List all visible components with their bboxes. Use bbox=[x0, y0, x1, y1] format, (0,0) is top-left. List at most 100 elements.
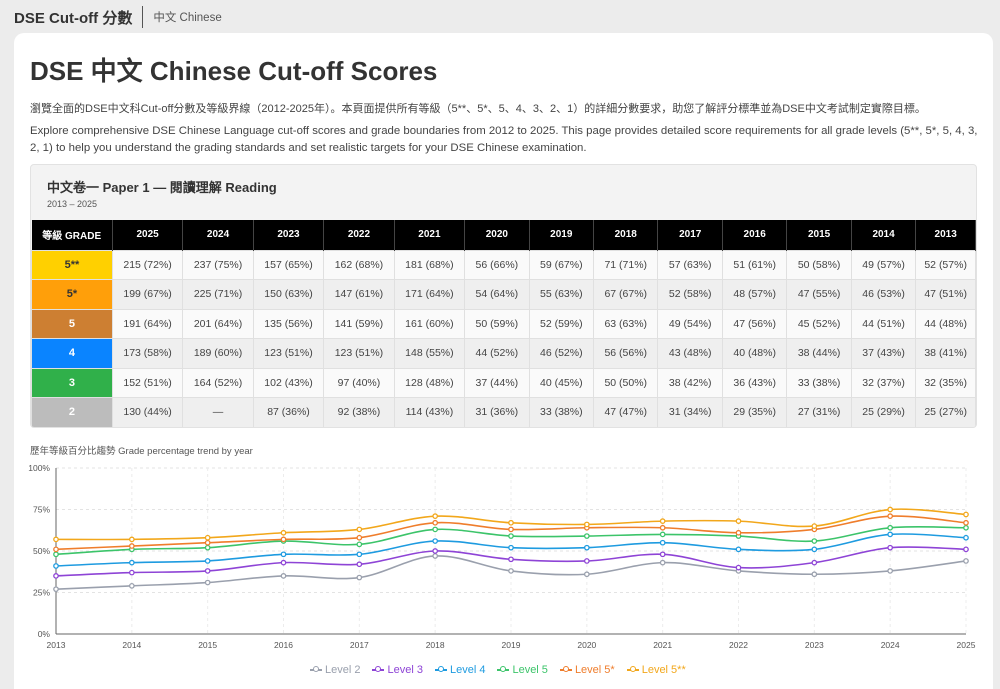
table-row: 5** 215 (72%) 237 (75%) 157 (65%) 162 (68%) 1… bbox=[31, 249, 976, 280]
score-cell: 47 (55%) bbox=[786, 279, 852, 310]
data-point-level-5star bbox=[356, 534, 363, 541]
data-point-level-3 bbox=[583, 558, 590, 564]
intro-chinese: 瀏覽全面的DSE中文科Cut-off分數及等級界線（2012-2025年）。本頁… bbox=[30, 103, 926, 115]
legend-line-icon bbox=[310, 666, 322, 672]
score-cell: 40 (45%) bbox=[528, 367, 595, 398]
data-point-level-5star bbox=[735, 529, 742, 536]
main-card: DSE 中文 Chinese Cut-off Scores 瀏覽全面的DSE中文… bbox=[14, 33, 993, 689]
score-cell: 147 (61%) bbox=[323, 279, 395, 310]
table-row: 5 191 (64%) 201 (64%) 135 (56%) 141 (59%) 161… bbox=[31, 308, 976, 339]
year-column-header: 2016 bbox=[722, 220, 788, 250]
year-column-header: 2017 bbox=[657, 220, 723, 250]
table-row: 5* 199 (67%) 225 (71%) 150 (63%) 147 (61%) 17… bbox=[31, 279, 976, 310]
legend-label: Level 4 bbox=[449, 664, 486, 676]
grade-label: 5* bbox=[31, 279, 113, 310]
score-cell: 189 (60%) bbox=[182, 338, 254, 369]
score-cell: 67 (67%) bbox=[593, 279, 659, 310]
score-cell: 152 (51%) bbox=[111, 367, 184, 398]
data-point-level-5star bbox=[659, 524, 666, 531]
score-cell: 135 (56%) bbox=[252, 308, 325, 339]
legend-line-icon bbox=[372, 666, 385, 672]
data-point-level-5starstar bbox=[432, 513, 439, 519]
score-cell: 32 (37%) bbox=[850, 367, 917, 398]
score-cell: 191 (64%) bbox=[111, 308, 184, 339]
legend-item[interactable]: Level 5** bbox=[626, 664, 686, 676]
data-point-level-4 bbox=[53, 563, 59, 569]
data-point-level-2 bbox=[204, 579, 211, 586]
paper-table-panel: 中文卷一 Paper 1 — 閱讀理解 Reading 2013 – 2025 … bbox=[30, 164, 977, 428]
data-point-level-2 bbox=[356, 574, 363, 581]
data-point-level-4 bbox=[280, 551, 287, 558]
table-header-row: 等級 GRADE 2025 2024 2023 2022 2021 2020 2019 2018… bbox=[31, 220, 976, 250]
legend-label: Level 2 bbox=[325, 664, 361, 676]
legend-item[interactable]: Level 3 bbox=[372, 664, 423, 676]
score-cell: 38 (41%) bbox=[915, 338, 976, 369]
data-point-level-5star bbox=[204, 539, 211, 546]
score-cell: — bbox=[182, 397, 254, 427]
score-cell: 44 (51%) bbox=[850, 308, 917, 339]
score-cell: 102 (43%) bbox=[252, 367, 325, 398]
data-point-level-5 bbox=[432, 526, 439, 533]
data-point-level-4 bbox=[204, 558, 211, 564]
y-tick-label: 25% bbox=[33, 588, 50, 598]
data-point-level-5starstar bbox=[583, 521, 590, 528]
score-cell: 49 (54%) bbox=[657, 308, 723, 339]
score-cell: 46 (53%) bbox=[850, 279, 917, 310]
cutoff-table: 等級 GRADE 2025 2024 2023 2022 2021 2020 2019 2018… bbox=[31, 220, 976, 427]
score-cell: 173 (58%) bbox=[111, 338, 184, 369]
score-cell: 52 (59%) bbox=[528, 308, 595, 339]
score-cell: 237 (75%) bbox=[182, 249, 254, 280]
x-tick-label: 2020 bbox=[577, 640, 596, 650]
legend-item[interactable]: Level 2 bbox=[310, 664, 360, 676]
data-point-level-2 bbox=[659, 559, 666, 566]
score-cell: 27 (31%) bbox=[786, 397, 852, 427]
score-cell: 150 (63%) bbox=[252, 279, 325, 310]
legend-item[interactable]: Level 5* bbox=[559, 664, 615, 676]
year-column-header: 2014 bbox=[851, 220, 917, 250]
data-point-level-5star bbox=[508, 526, 514, 533]
score-cell: 51 (61%) bbox=[721, 249, 788, 280]
data-point-level-5starstar bbox=[356, 526, 363, 533]
data-point-level-2 bbox=[280, 573, 287, 579]
data-point-level-2 bbox=[583, 571, 590, 578]
x-tick-label: 2023 bbox=[805, 640, 824, 650]
score-cell: 32 (35%) bbox=[915, 367, 976, 398]
nav-subject-link[interactable]: 中文 Chinese bbox=[153, 12, 222, 24]
y-tick-label: 75% bbox=[33, 505, 50, 515]
x-tick-label: 2019 bbox=[502, 640, 521, 650]
score-cell: 130 (44%) bbox=[111, 397, 184, 427]
score-cell: 38 (44%) bbox=[786, 338, 852, 369]
year-column-header: 2013 bbox=[915, 220, 976, 250]
data-point-level-5 bbox=[508, 533, 514, 539]
data-point-level-5 bbox=[583, 533, 590, 539]
y-tick-label: 50% bbox=[33, 546, 50, 556]
data-point-level-4 bbox=[963, 534, 969, 541]
site-brand[interactable]: DSE Cut-off 分數 bbox=[14, 9, 133, 27]
data-point-level-3 bbox=[735, 564, 742, 571]
data-point-level-5starstar bbox=[811, 523, 818, 529]
x-tick-label: 2013 bbox=[47, 640, 66, 650]
data-point-level-5star bbox=[963, 519, 969, 526]
year-column-header: 2022 bbox=[323, 220, 395, 250]
score-cell: 162 (68%) bbox=[323, 249, 395, 280]
x-tick-label: 2021 bbox=[653, 640, 672, 650]
legend-item[interactable]: Level 4 bbox=[434, 664, 486, 676]
grade-column-header: 等級 GRADE bbox=[31, 220, 113, 250]
data-point-level-3 bbox=[356, 561, 363, 568]
grade-label: 5** bbox=[31, 249, 113, 280]
score-cell: 171 (64%) bbox=[393, 279, 466, 310]
x-tick-label: 2024 bbox=[881, 640, 900, 650]
score-cell: 50 (58%) bbox=[786, 249, 852, 280]
year-column-header: 2021 bbox=[394, 220, 466, 250]
data-point-level-4 bbox=[735, 546, 742, 553]
data-point-level-3 bbox=[508, 556, 514, 563]
score-cell: 43 (48%) bbox=[657, 338, 723, 369]
score-cell: 56 (66%) bbox=[464, 249, 530, 280]
legend-item[interactable]: Level 5 bbox=[497, 664, 548, 676]
data-point-level-5 bbox=[659, 531, 666, 538]
paper-year-range: 2013 – 2025 bbox=[47, 199, 98, 209]
score-cell: 199 (67%) bbox=[111, 279, 184, 310]
score-cell: 52 (57%) bbox=[915, 249, 976, 280]
score-cell: 31 (36%) bbox=[464, 397, 530, 427]
data-point-level-4 bbox=[887, 531, 894, 538]
